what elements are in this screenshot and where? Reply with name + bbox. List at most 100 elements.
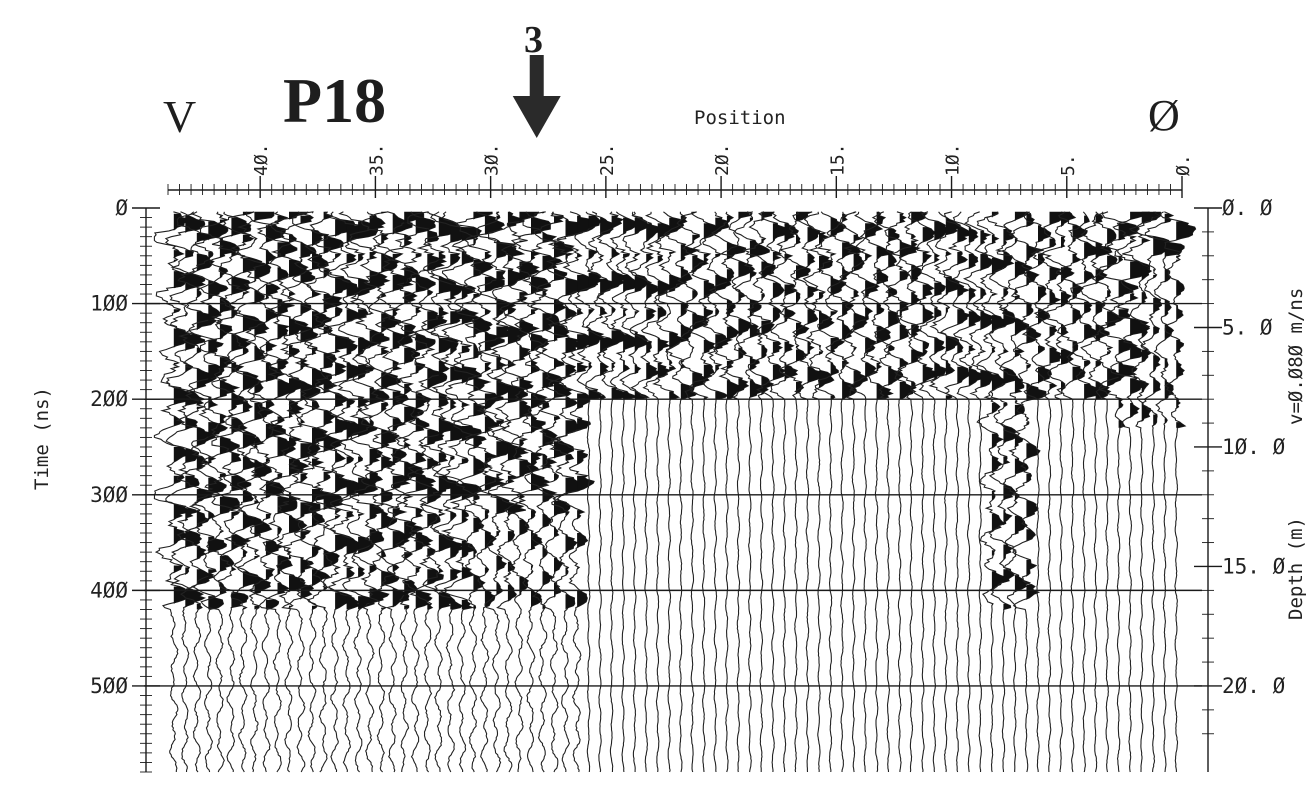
trace-fill (312, 458, 323, 467)
trace-fill (945, 276, 961, 296)
trace-fill (173, 309, 181, 314)
trace-fill (1014, 349, 1024, 358)
trace-fill (507, 426, 510, 428)
trace-fill (473, 494, 479, 501)
trace-fill (899, 271, 909, 281)
trace-fill (796, 345, 799, 348)
trace-fill (277, 473, 282, 480)
trace-fill (300, 420, 305, 424)
trace-fill (715, 253, 721, 258)
trace-fill (404, 443, 410, 449)
trace-fill (277, 582, 289, 595)
trace-fill (346, 512, 354, 518)
trace-fill (899, 382, 913, 400)
trace-fill (300, 531, 311, 541)
trace-fill (657, 307, 666, 321)
trace-fill (968, 345, 975, 352)
trace-fill (335, 450, 345, 463)
trace-fill (450, 341, 458, 356)
trace-fill (461, 563, 464, 566)
trace (975, 211, 1008, 773)
trace-fill (565, 594, 575, 610)
trace-fill (1026, 213, 1035, 228)
trace-fill (404, 500, 408, 503)
trace-fill (1072, 309, 1082, 325)
depth-tick-label: 15. Ø (1222, 554, 1286, 578)
trace-fill (461, 483, 482, 501)
trace-fill (208, 569, 217, 577)
trace-fill (242, 401, 252, 413)
trace-fill (461, 403, 469, 407)
x-tick-label: 2Ø. (712, 143, 733, 176)
trace-fill (507, 303, 516, 316)
trace-fill (600, 307, 607, 316)
trace-fill (369, 565, 377, 574)
trace-fill (577, 567, 580, 570)
trace-fill (680, 244, 699, 262)
trace-fill (565, 512, 569, 516)
trace-fill (196, 347, 201, 354)
trace-fill (242, 244, 246, 247)
trace-fill (922, 305, 934, 325)
trace-fill (473, 575, 485, 593)
trace-fill (577, 259, 579, 262)
trace-fill (312, 311, 332, 329)
trace-fill (427, 487, 442, 505)
trace-fill (346, 362, 365, 381)
trace-fill (577, 393, 590, 409)
trace-fill (554, 527, 559, 537)
trace (1080, 211, 1113, 773)
trace (790, 211, 825, 773)
trace-fill (335, 567, 340, 570)
trace-fill (173, 362, 179, 365)
y-tick-label: 2ØØ (90, 387, 128, 411)
trace-fill (173, 250, 184, 258)
trace-fill (277, 267, 289, 281)
trace-fill (1164, 359, 1168, 369)
trace-fill (427, 244, 431, 247)
trace-fill (830, 311, 838, 317)
trace-fill (634, 259, 637, 262)
trace-fill (1153, 355, 1160, 373)
trace-fill (427, 603, 433, 610)
trace-fill (496, 326, 511, 338)
trace-fill (427, 229, 439, 243)
trace-fill (726, 215, 733, 224)
trace-fill (254, 605, 260, 610)
trace-fill (438, 452, 447, 463)
trace-fill (1026, 326, 1041, 344)
trace-fill (1153, 378, 1161, 394)
trace-fill (600, 317, 603, 319)
trace-fill (415, 418, 429, 432)
trace-fill (1061, 236, 1065, 249)
trace-fill (323, 471, 333, 482)
trace-fill (242, 607, 247, 610)
trace-fill (934, 338, 945, 356)
trace-fill (830, 217, 846, 237)
trace-fill (208, 456, 215, 465)
trace-fill (1038, 309, 1050, 325)
trace-fill (726, 380, 742, 400)
trace-fill (1014, 515, 1027, 535)
gridlines (144, 302, 1202, 687)
trace-fill (531, 452, 543, 467)
trace-fill (922, 252, 931, 264)
trace-fill (611, 307, 616, 314)
trace-fill (1084, 267, 1086, 270)
trace-fill (922, 284, 934, 300)
trace-fill (991, 294, 997, 296)
trace (952, 211, 985, 773)
trace-fill (381, 347, 389, 356)
trace-fill (415, 253, 422, 258)
trace-fill (415, 508, 423, 518)
velocity-note: v=Ø.Ø8Ø m/ns (1285, 288, 1307, 425)
trace-fill (300, 557, 314, 574)
trace-fill (484, 362, 491, 373)
trace-fill (473, 502, 476, 505)
trace-fill (392, 332, 413, 350)
trace (256, 211, 298, 773)
x-tick-label: 35. (366, 143, 387, 176)
trace-fill (1141, 403, 1151, 423)
trace-fill (657, 255, 663, 264)
trace-fill (427, 557, 429, 560)
